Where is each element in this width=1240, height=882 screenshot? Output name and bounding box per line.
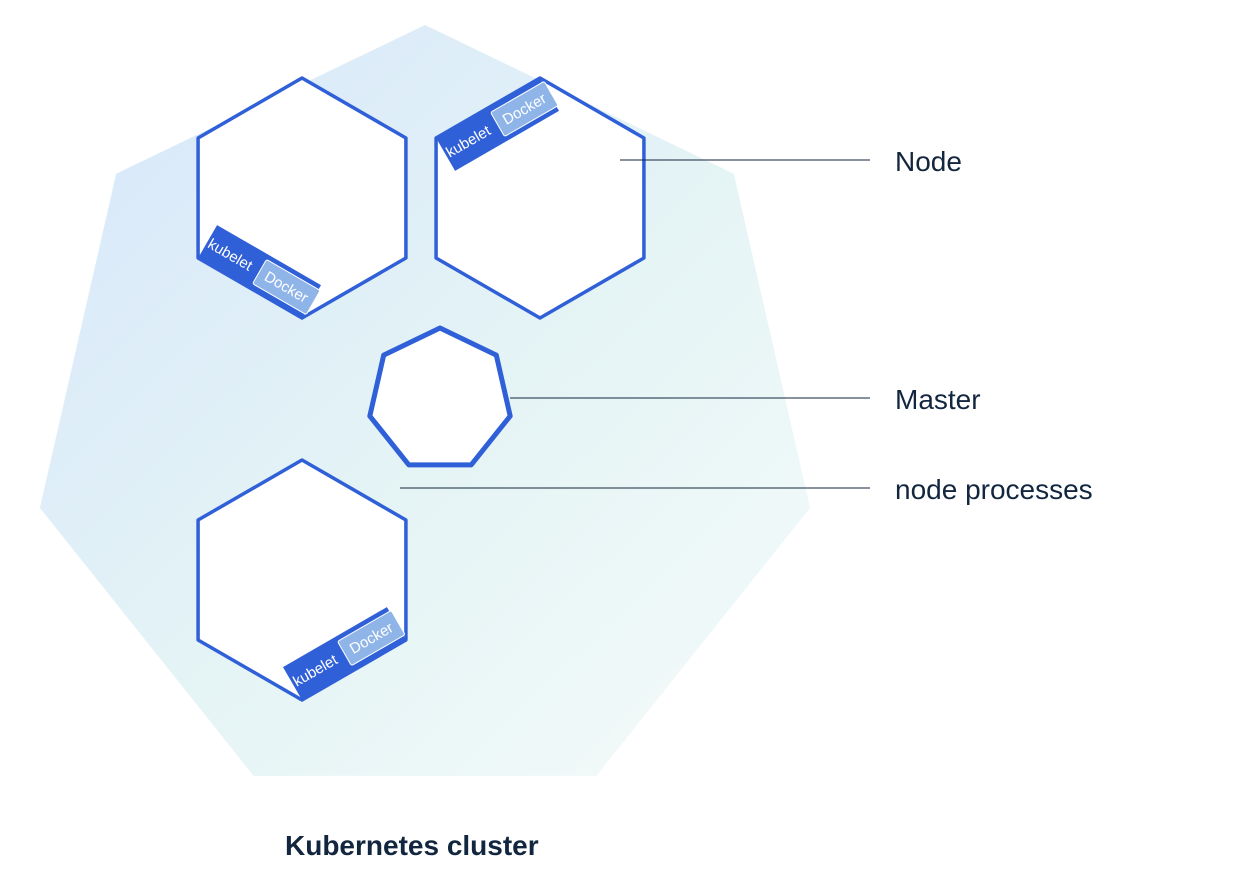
callout-label-node: Node <box>895 148 962 176</box>
diagram-caption: Kubernetes cluster <box>285 830 539 862</box>
cluster-diagram-svg: kubeletDockerkubeletDockerkubeletDocker <box>0 0 1240 882</box>
callout-label-master: Master <box>895 386 981 414</box>
callout-label-nodeproc: node processes <box>895 476 1093 504</box>
diagram-canvas: kubeletDockerkubeletDockerkubeletDocker … <box>0 0 1240 882</box>
